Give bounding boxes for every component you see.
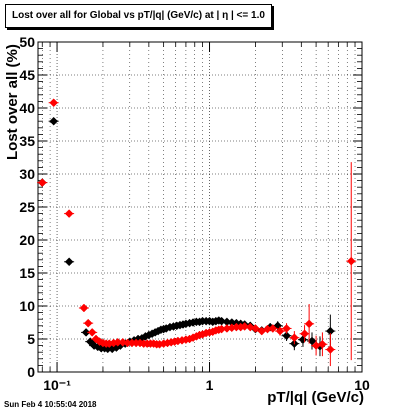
y-tick-label: 50 — [19, 34, 35, 50]
y-tick-label: 40 — [19, 100, 35, 116]
data-point — [300, 329, 309, 339]
data-point — [83, 318, 93, 328]
y-tick-label: 15 — [19, 265, 35, 281]
data-point — [251, 324, 260, 333]
y-axis-label: Lost over all (%) — [4, 44, 21, 160]
data-point — [64, 257, 74, 267]
y-tick-label: 25 — [19, 199, 35, 215]
data-point — [49, 98, 59, 108]
series-0 — [37, 116, 336, 357]
y-tick-label: 30 — [19, 166, 35, 182]
data-point — [289, 333, 299, 343]
grid-lines — [38, 42, 362, 372]
datestamp: Sun Feb 4 10:55:04 2018 — [4, 400, 97, 409]
data-point — [64, 209, 74, 218]
x-axis-label: pT/|q| (GeV/c) — [267, 389, 364, 406]
data-point — [240, 322, 250, 331]
y-tick-label: 20 — [19, 232, 35, 248]
data-series — [37, 98, 357, 367]
chart-title: Lost over all for Global vs pT/|q| (GeV/… — [5, 4, 272, 28]
series-1 — [37, 98, 357, 367]
data-point — [81, 328, 91, 337]
data-point — [275, 326, 285, 336]
data-point — [37, 178, 47, 187]
data-point — [346, 256, 356, 266]
data-point — [282, 331, 291, 341]
x-tick-label: 10⁻¹ — [43, 377, 71, 393]
data-point — [79, 303, 89, 313]
data-point — [49, 116, 59, 126]
y-tick-labels: 0 5 10 15 20 25 30 35 40 45 50 — [19, 34, 35, 380]
axis-ticks — [38, 41, 363, 373]
data-point — [325, 345, 335, 354]
data-point — [304, 319, 314, 329]
data-point — [282, 324, 291, 333]
data-point — [268, 324, 278, 333]
y-tick-label: 5 — [27, 331, 35, 347]
x-tick-label: 1 — [206, 377, 214, 393]
data-point — [318, 339, 327, 349]
y-tick-label: 35 — [19, 133, 35, 149]
data-point — [87, 328, 97, 337]
y-tick-label: 45 — [19, 67, 35, 83]
x-tick-labels: 10⁻¹ 1 10 — [43, 377, 370, 393]
x-tick-label: 10 — [354, 377, 370, 393]
y-tick-label: 10 — [19, 298, 35, 314]
y-tick-label: 0 — [27, 364, 35, 380]
